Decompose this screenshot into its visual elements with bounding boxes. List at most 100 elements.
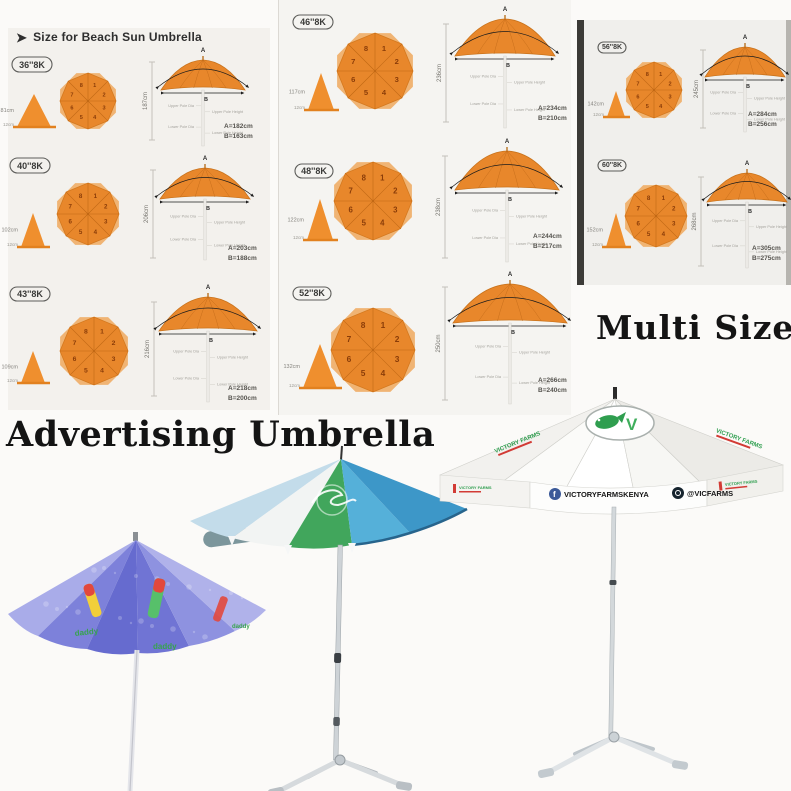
panel-number: 8: [361, 320, 366, 330]
panel-number: 1: [381, 320, 386, 330]
panel-number: 1: [662, 195, 666, 202]
panel-number: 8: [84, 329, 88, 336]
advertising-umbrella-heading: Advertising Umbrella: [6, 414, 436, 455]
pole-annotation: Upper Pole Height: [756, 225, 788, 229]
rib-seam: [633, 89, 655, 111]
droplet: [27, 643, 33, 649]
pole-annotation: Lower Pole Height: [519, 381, 551, 385]
panel-number: 3: [672, 220, 676, 227]
umbrella-folded-triangle: [21, 351, 45, 383]
b-label: B: [209, 338, 213, 344]
droplet: [129, 621, 133, 625]
panel-number: 8: [647, 195, 651, 202]
umbrella-dome: [454, 18, 556, 57]
section-header-label: Size for Beach Sun Umbrella: [33, 30, 202, 44]
pole-annotation: Lower Pole Dia: [168, 125, 195, 129]
panel-number: 8: [79, 193, 83, 200]
base-foot: [267, 786, 285, 791]
umbrella-dome: [159, 167, 251, 200]
panel-number: 2: [102, 92, 105, 98]
rib-length-label: 122cm: [287, 218, 304, 224]
base-width-label: 12cm: [293, 235, 304, 240]
a-value: A=244cm: [533, 233, 562, 240]
a-value: A=218cm: [228, 385, 257, 392]
panel-number: 1: [382, 44, 387, 53]
panel-number: 6: [70, 106, 73, 112]
valance-tip: [348, 543, 356, 553]
panel-number: 2: [395, 334, 400, 344]
umbrella-dome: [706, 172, 788, 203]
panel-number: 8: [364, 44, 368, 53]
brand-text: daddy: [74, 627, 99, 638]
pole-annotation: Lower Pole Dia: [710, 111, 737, 115]
mini-brand-mark: VICTORY FARMS: [718, 479, 758, 491]
umbrella-dome: [158, 296, 258, 332]
diagram-pole: [503, 55, 507, 129]
fish-logo-icon: [595, 412, 626, 429]
b-value: B=240cm: [538, 387, 567, 394]
pole-annotation: Lower Pole Height: [212, 131, 244, 135]
pole-annotation: Lower Pole Height: [514, 108, 546, 112]
umbrella-pole: [608, 506, 617, 738]
rib-seam: [67, 80, 89, 102]
base-width-label: 12cm: [593, 112, 604, 117]
droplet: [118, 616, 122, 620]
base-width-label: 12cm: [294, 105, 305, 110]
b-label: B: [206, 206, 210, 212]
rib-seam: [653, 89, 675, 111]
a-label: A: [201, 48, 206, 54]
rib-length-label: 142cm: [587, 101, 604, 107]
valance-tip: [228, 536, 236, 546]
base-width-label: 12cm: [289, 383, 300, 388]
panel-number: 2: [393, 187, 398, 196]
rib-seam: [633, 215, 657, 239]
panel-number: 6: [347, 354, 352, 364]
umbrella-finial: [340, 445, 343, 461]
a-arc: [447, 297, 572, 323]
brand-text: daddy: [232, 624, 250, 630]
size-block-608K: 60''8K 12 34 56 78 152cm 12cm 268cm A B Upper Pole…: [586, 159, 791, 269]
pole-height-label: 206cm: [144, 205, 150, 223]
a-arc: [449, 31, 560, 56]
umbrella-pole: [333, 544, 343, 761]
panel-number: 5: [84, 367, 88, 374]
rib-length-label: 81cm: [1, 108, 15, 114]
rib-seam: [374, 70, 403, 99]
cross-base: [267, 754, 413, 791]
umbrella-dome: [160, 59, 246, 91]
a-value: A=234cm: [538, 105, 567, 112]
rib-seam: [343, 320, 374, 351]
green-umbrella-photo: [190, 445, 468, 791]
instagram-lens: [675, 490, 681, 496]
size-badge-label: 43''8K: [17, 289, 43, 299]
diagram-pole: [745, 201, 749, 269]
droplet: [166, 582, 170, 586]
diagram-pole: [743, 76, 747, 133]
panel-number: 5: [80, 115, 83, 121]
canopy-logo-circle: [316, 484, 348, 516]
b-label: B: [506, 63, 510, 69]
pole-height-label: 216cm: [145, 340, 151, 358]
panel-number: 3: [393, 205, 398, 214]
canopy-script-logo: [311, 489, 357, 507]
a-label: A: [743, 35, 748, 41]
mini-brand-mark: VICTORY FARMS: [453, 484, 492, 493]
panel-number: 3: [112, 356, 116, 363]
pole-clamp: [609, 579, 617, 586]
blue-canopy: daddy daddy daddy: [8, 540, 266, 655]
popsicle-graphic: [213, 596, 228, 622]
pole-annotation: Upper Pole Height: [214, 220, 246, 224]
panel-number: 3: [102, 106, 105, 112]
facebook-icon: [549, 488, 561, 500]
panel-number: 8: [362, 174, 367, 183]
rib-seam: [93, 350, 119, 376]
pole-annotation: Upper Pole Height: [754, 97, 786, 101]
a-arc: [154, 177, 255, 199]
umbrella-folded-triangle: [307, 199, 333, 240]
rib-seam: [87, 100, 109, 122]
a-label: A: [203, 156, 208, 162]
umbrella-folded-triangle: [21, 213, 45, 247]
rib-seam: [65, 191, 89, 215]
